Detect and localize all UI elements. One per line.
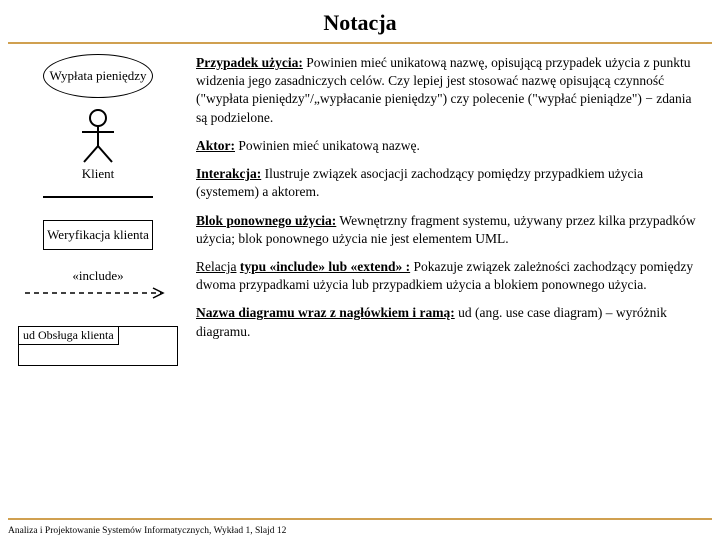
- actor-figure: Klient: [76, 108, 120, 182]
- desc-interaction: Ilustruje związek asocjacji zachodzący p…: [196, 166, 643, 199]
- frame-label: ud Obsługa klienta: [19, 327, 119, 345]
- reuse-label: Weryfikacja klienta: [47, 227, 149, 242]
- def-actor: Aktor: Powinien mieć unikatową nazwę.: [196, 137, 706, 155]
- usecase-oval: Wypłata pieniędzy: [43, 54, 153, 98]
- diagram-frame: ud Obsługa klienta: [18, 326, 178, 366]
- def-usecase: Przypadek użycia: Powinien mieć unikatow…: [196, 54, 706, 127]
- term-actor: Aktor:: [196, 138, 235, 153]
- actor-icon: [76, 108, 120, 164]
- term-relation-b: typu «include» lub «extend» :: [240, 259, 410, 274]
- footer-text: Analiza i Projektowanie Systemów Informa…: [8, 526, 286, 536]
- def-reuse: Blok ponownego użycia: Wewnętrzny fragme…: [196, 212, 706, 248]
- association-line: [43, 196, 153, 198]
- term-reuse: Blok ponownego użycia:: [196, 213, 336, 228]
- term-interaction: Interakcja:: [196, 166, 261, 181]
- actor-label: Klient: [82, 166, 115, 182]
- term-relation-a: Relacja: [196, 259, 236, 274]
- def-relation: Relacja typu «include» lub «extend» : Po…: [196, 258, 706, 294]
- definitions: Przypadek użycia: Powinien mieć unikatow…: [196, 54, 706, 366]
- content-area: Wypłata pieniędzy Klient Weryfikacja kli…: [0, 44, 720, 366]
- left-column: Wypłata pieniędzy Klient Weryfikacja kli…: [14, 54, 182, 366]
- term-usecase: Przypadek użycia:: [196, 55, 303, 70]
- divider-bottom: [8, 518, 712, 520]
- usecase-label: Wypłata pieniędzy: [49, 68, 146, 84]
- reuse-block: Weryfikacja klienta: [43, 220, 153, 250]
- include-relation: «include»: [23, 268, 173, 300]
- term-frame: Nazwa diagramu wraz z nagłówkiem i ramą:: [196, 305, 455, 320]
- page-title: Notacja: [0, 0, 720, 42]
- desc-actor: Powinien mieć unikatową nazwę.: [238, 138, 419, 153]
- include-label: «include»: [72, 268, 123, 284]
- def-interaction: Interakcja: Ilustruje związek asocjacji …: [196, 165, 706, 201]
- include-arrow-icon: [23, 286, 173, 300]
- def-frame: Nazwa diagramu wraz z nagłówkiem i ramą:…: [196, 304, 706, 340]
